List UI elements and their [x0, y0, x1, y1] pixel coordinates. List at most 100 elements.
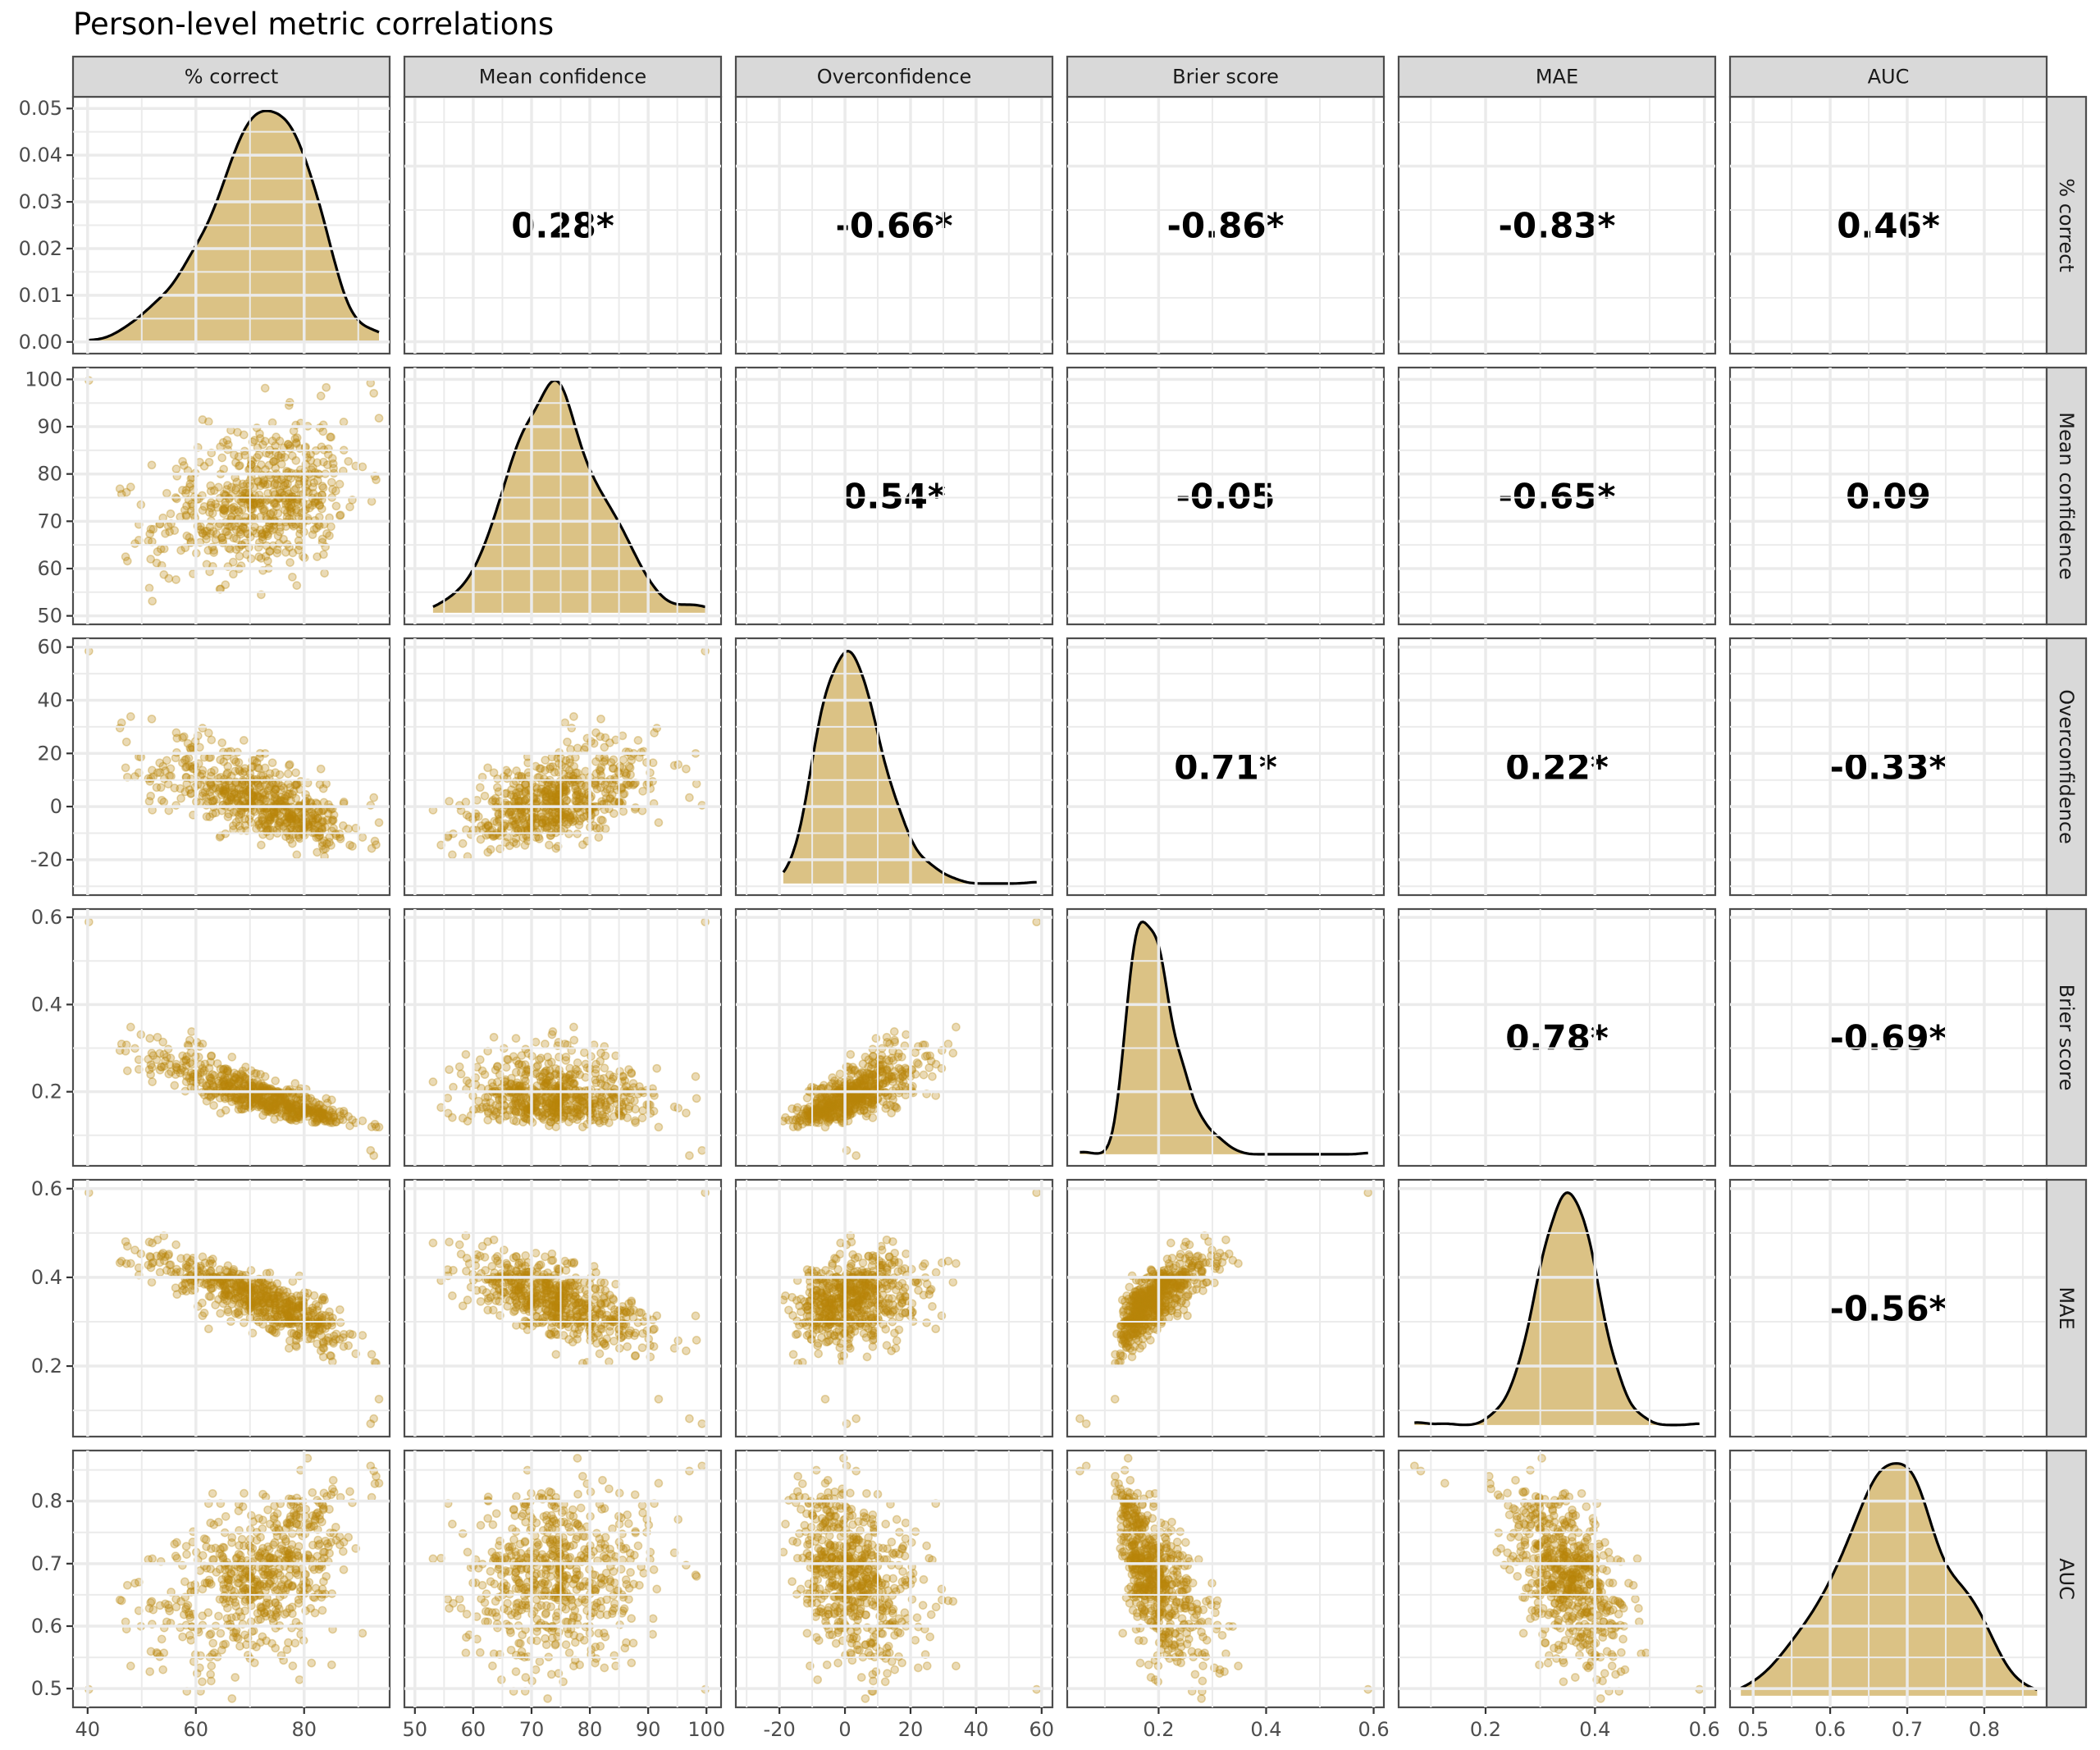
scatter-point: [514, 827, 523, 836]
scatter-point: [198, 415, 208, 424]
scatter-point: [223, 761, 233, 771]
correlation-label-pc-mae: -0.83*: [1498, 206, 1615, 246]
scatter-point: [541, 1096, 551, 1106]
scatter-point: [253, 1096, 262, 1105]
scatter-point: [170, 1081, 180, 1090]
scatter-point: [231, 485, 240, 495]
scatter-point: [222, 770, 231, 779]
scatter-point: [253, 477, 262, 487]
scatter-point: [369, 793, 379, 802]
scatter-point: [270, 479, 280, 488]
scatter-point: [269, 788, 279, 797]
scatter-point: [557, 814, 567, 824]
scatter-point: [509, 1116, 518, 1126]
scatter-point: [619, 755, 628, 765]
scatter-point: [271, 441, 281, 450]
scatter-point: [218, 1065, 228, 1074]
scatter-point: [345, 1329, 354, 1339]
panel-background: [73, 909, 390, 1166]
scatter-point: [220, 505, 229, 515]
scatter-point: [305, 503, 314, 513]
scatter-point: [428, 1077, 438, 1086]
scatter-point: [561, 762, 571, 772]
scatter-point: [258, 829, 267, 839]
scatter-point: [539, 774, 549, 784]
panel-mc-oc: 0.54*: [734, 366, 1054, 626]
scatter-point: [266, 1299, 276, 1309]
scatter-point: [231, 1309, 240, 1318]
scatter-point: [165, 527, 175, 537]
scatter-point: [531, 833, 541, 842]
scatter-point: [952, 1022, 961, 1032]
scatter-point: [159, 1062, 169, 1071]
scatter-point: [212, 795, 221, 804]
scatter-point: [631, 1117, 641, 1127]
scatter-point: [339, 797, 349, 806]
scatter-point: [121, 763, 130, 773]
scatter-point: [591, 769, 601, 779]
scatter-point: [217, 738, 227, 747]
scatter-point: [860, 1080, 869, 1090]
scatter-point: [562, 787, 571, 796]
scatter-point: [868, 1052, 878, 1062]
scatter-point: [206, 1292, 216, 1301]
scatter-point: [207, 735, 217, 745]
scatter-point: [126, 482, 135, 491]
scatter-point: [638, 1106, 647, 1115]
scatter-point: [182, 779, 192, 788]
scatter-point: [912, 1058, 922, 1067]
scatter-point: [171, 464, 181, 473]
scatter-point: [326, 432, 336, 442]
scatter-point: [285, 558, 294, 567]
scatter-point: [374, 818, 384, 827]
scatter-point: [550, 1102, 559, 1112]
panel-background: [73, 368, 390, 624]
scatter-point: [338, 821, 348, 830]
scatter-point: [294, 512, 304, 522]
scatter-point: [598, 1110, 607, 1120]
correlation-label-pc-mc: 0.28*: [511, 206, 614, 246]
scatter-point: [171, 575, 180, 584]
scatter-point: [325, 1307, 334, 1317]
scatter-point: [445, 1065, 454, 1075]
scatter-point: [624, 1065, 633, 1074]
scatter-point: [242, 479, 252, 488]
scatter-point: [635, 753, 644, 762]
scatter-point: [321, 823, 330, 832]
scatter-point: [322, 529, 331, 538]
scatter-point: [550, 792, 560, 802]
scatter-point: [171, 1268, 181, 1277]
scatter-point: [541, 1104, 550, 1114]
scatter-point: [591, 1078, 601, 1088]
scatter-point: [697, 1145, 707, 1155]
scatter-point: [265, 769, 275, 779]
scatter-point: [551, 1350, 561, 1359]
scatter-point: [217, 453, 227, 463]
scatter-point: [246, 817, 256, 827]
scatter-point: [199, 501, 209, 511]
scatter-point: [216, 755, 225, 765]
scatter-point: [227, 1081, 237, 1091]
scatter-point: [147, 460, 157, 470]
scatter-point: [206, 481, 216, 491]
panel-pc-mae: -0.83*: [1397, 95, 1717, 355]
scatter-point: [180, 505, 189, 515]
scatter-point: [448, 850, 457, 860]
scatter-point: [220, 504, 230, 513]
scatter-point: [673, 760, 683, 770]
scatter-point: [491, 1065, 500, 1075]
scatter-point: [198, 1311, 208, 1321]
scatter-point: [682, 1108, 691, 1117]
panel-oc-oc: [734, 637, 1054, 897]
scatter-point: [178, 733, 187, 742]
scatter-point: [115, 484, 125, 494]
panel-grid: [404, 97, 721, 354]
scatter-point: [130, 539, 139, 548]
scatter-point: [328, 485, 337, 494]
scatter-point: [237, 505, 247, 514]
scatter-point: [166, 1260, 176, 1269]
scatter-point: [1032, 917, 1042, 927]
scatter-point: [509, 1081, 518, 1090]
scatter-point: [196, 780, 205, 789]
scatter-point: [511, 1096, 520, 1106]
